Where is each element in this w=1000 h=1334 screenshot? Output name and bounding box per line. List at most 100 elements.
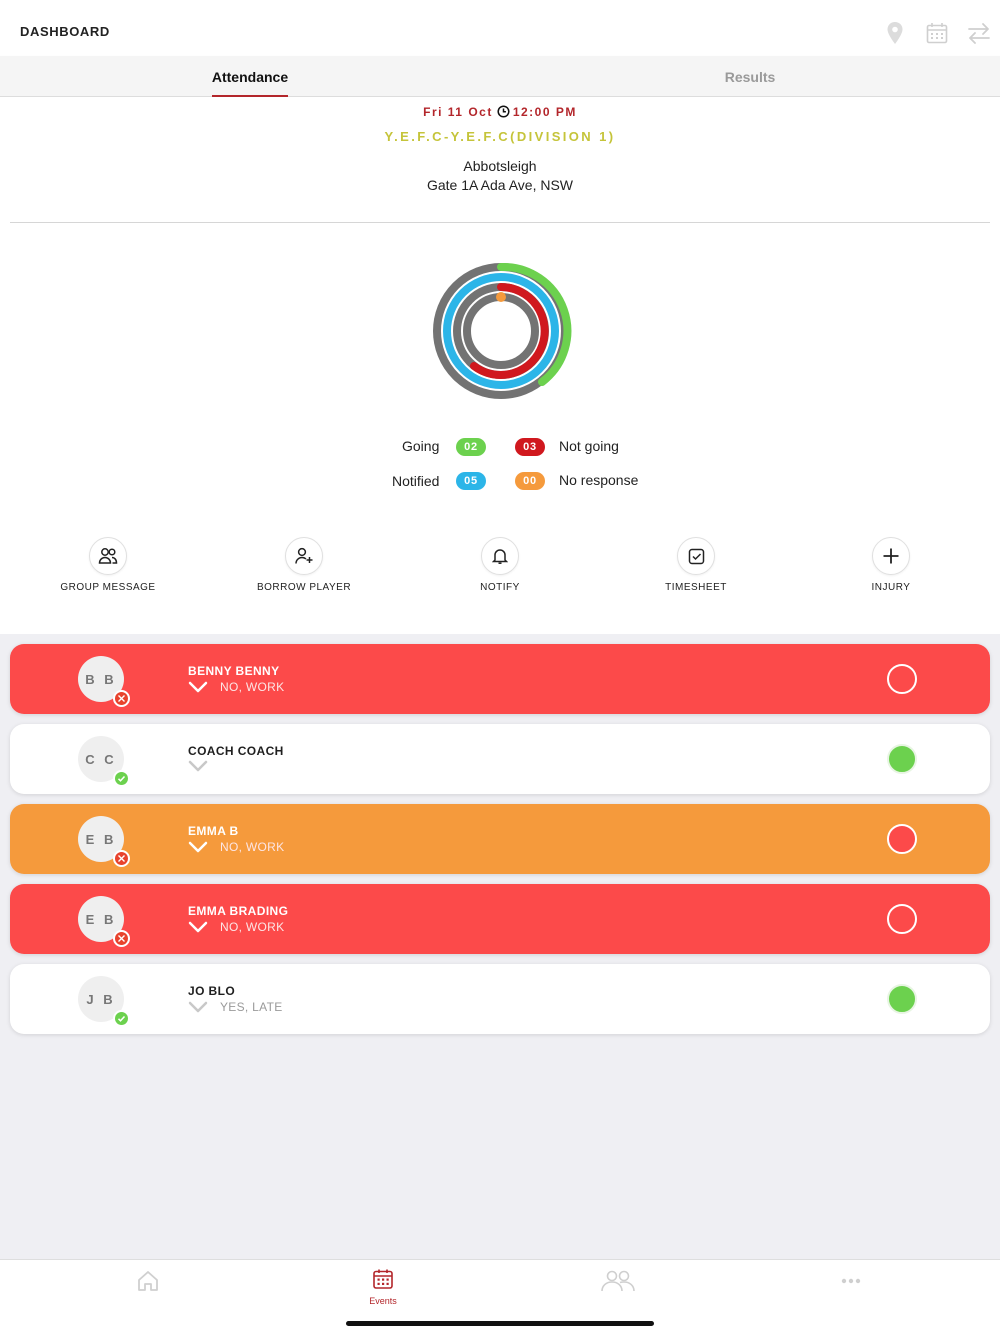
nav-people[interactable] [588, 1270, 648, 1297]
avatar: E B [78, 896, 130, 947]
tab-bar: Attendance Results [0, 56, 1000, 98]
nav-more[interactable] [821, 1272, 881, 1290]
swap-icon[interactable] [966, 20, 992, 46]
chevron-down-icon[interactable] [188, 921, 208, 933]
attendance-toggle[interactable] [887, 984, 917, 1014]
ring-no-response [496, 292, 506, 302]
ring-going [497, 262, 572, 386]
going-status-icon [113, 1010, 130, 1027]
avatar-initials: C C [85, 751, 117, 767]
attendance-toggle[interactable] [887, 824, 917, 854]
group-message-button[interactable]: GROUP MESSAGE [10, 537, 206, 593]
reason-row: YES, LATE [188, 1000, 283, 1014]
chevron-down-icon[interactable] [188, 1001, 208, 1013]
people-icon [601, 1270, 635, 1292]
player-reason: NO, WORK [220, 680, 285, 694]
avatar: J B [78, 976, 130, 1027]
venue-address: Gate 1A Ada Ave, NSW [426, 177, 574, 193]
plus-icon [872, 537, 910, 575]
legend-going: Going [402, 438, 439, 454]
group-message-label: GROUP MESSAGE [60, 582, 156, 593]
calendar-icon[interactable] [924, 20, 950, 46]
event-time: 12:00 PM [512, 105, 577, 119]
player-card[interactable]: E B EMMA B NO, WORK [10, 804, 990, 874]
checkbox-icon [677, 537, 715, 575]
chevron-down-icon[interactable] [188, 760, 208, 772]
player-name: COACH COACH [188, 744, 284, 758]
tab-attendance[interactable]: Attendance [0, 56, 500, 98]
reason-row: NO, WORK [188, 840, 284, 854]
legend-notified-label: Notified [392, 473, 440, 489]
legend-notified: Notified [392, 473, 439, 489]
avatar: C C [78, 736, 130, 787]
location-pin-icon[interactable] [882, 20, 908, 46]
player-name: BENNY BENNY [188, 664, 280, 678]
avatar-initials: B B [85, 671, 117, 687]
not-going-status-icon [113, 930, 130, 947]
nav-home[interactable] [118, 1270, 178, 1297]
add-user-icon [285, 537, 323, 575]
notify-label: NOTIFY [480, 582, 520, 593]
avatar-initials: E B [85, 831, 117, 847]
group-icon [89, 537, 127, 575]
chevron-down-icon[interactable] [188, 841, 208, 853]
player-name: EMMA B [188, 824, 239, 838]
notified-count-badge: 05 [456, 472, 486, 490]
reason-row: NO, WORK [188, 680, 284, 694]
avatar-initials: E B [85, 911, 117, 927]
legend-not-going-label: Not going [559, 438, 619, 454]
nav-events[interactable]: Events [353, 1268, 413, 1306]
attendance-toggle[interactable] [887, 744, 917, 774]
top-header: DASHBOARD [0, 0, 1000, 56]
ring-not-going [470, 283, 549, 379]
attendance-toggle[interactable] [887, 664, 917, 694]
timesheet-button[interactable]: TIMESHEET [598, 537, 794, 593]
legend-no-response-label: No response [559, 472, 639, 488]
player-card[interactable]: E B EMMA BRADING NO, WORK [10, 884, 990, 954]
divider [10, 222, 990, 223]
injury-label: INJURY [871, 582, 911, 593]
event-datetime: Fri 11 Oct 12:00 PM [0, 105, 1000, 121]
attendance-rings-chart [433, 262, 572, 399]
header-actions [882, 20, 992, 46]
player-name: JO BLO [188, 984, 236, 998]
notify-button[interactable]: NOTIFY [402, 537, 598, 593]
player-card[interactable]: B B BENNY BENNY NO, WORK [10, 644, 990, 714]
reason-row: NO, WORK [188, 920, 284, 934]
home-indicator [346, 1321, 654, 1326]
borrow-player-label: BORROW PLAYER [256, 582, 352, 593]
injury-button[interactable]: INJURY [793, 537, 989, 593]
player-reason: YES, LATE [220, 1000, 283, 1014]
avatar: E B [78, 816, 130, 867]
match-title: Y.E.F.C-Y.E.F.C(DIVISION 1) [384, 129, 616, 144]
not-going-status-icon [113, 850, 130, 867]
going-count-badge: 02 [456, 438, 486, 456]
ring-notified [443, 273, 559, 389]
legend-going-label: Going [402, 438, 440, 454]
no-response-count-badge: 00 [515, 472, 545, 490]
venue: Abbotsleigh Gate 1A Ada Ave, NSW [0, 157, 1000, 195]
tab-results[interactable]: Results [724, 68, 776, 85]
venue-name: Abbotsleigh [463, 158, 537, 174]
chevron-down-icon[interactable] [188, 681, 208, 693]
tab-attendance-label: Attendance [211, 59, 289, 98]
player-card[interactable]: J B JO BLO YES, LATE [10, 964, 990, 1034]
borrow-player-button[interactable]: BORROW PLAYER [206, 537, 402, 593]
ring-track-inner [463, 293, 539, 369]
nav-events-label: Events [369, 1296, 397, 1306]
more-icon [841, 1278, 861, 1284]
home-icon [138, 1271, 158, 1291]
player-card[interactable]: C C COACH COACH [10, 724, 990, 794]
bell-icon [481, 537, 519, 575]
not-going-count-badge: 03 [515, 438, 545, 456]
not-going-status-icon [113, 690, 130, 707]
legend-not-going: Not going [559, 438, 619, 454]
attendance-toggle[interactable] [887, 904, 917, 934]
events-calendar-icon [373, 1269, 393, 1289]
player-reason: NO, WORK [220, 920, 285, 934]
legend-no-response: No response [559, 472, 638, 488]
event-info-panel: Fri 11 Oct 12:00 PM Y.E.F.C-Y.E.F.C(DIVIS… [0, 97, 1000, 634]
player-name: EMMA BRADING [188, 904, 289, 918]
clock-icon [497, 105, 510, 121]
timesheet-label: TIMESHEET [665, 582, 727, 593]
